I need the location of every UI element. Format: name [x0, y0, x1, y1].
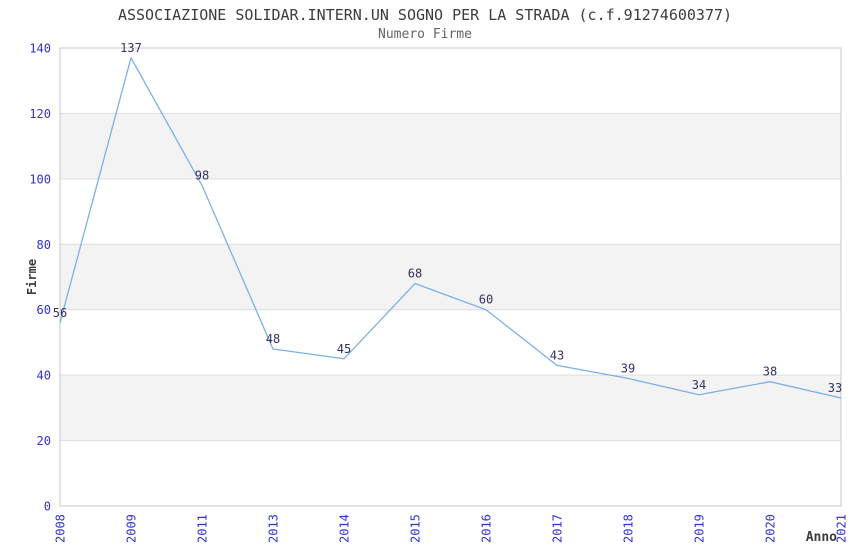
- plot-band: [60, 113, 841, 179]
- y-tick-label: 140: [29, 42, 51, 56]
- y-tick-label: 100: [29, 172, 51, 186]
- point-label: 39: [621, 361, 635, 375]
- x-tick-label: 2017: [551, 514, 565, 543]
- point-label: 68: [408, 267, 422, 281]
- point-label: 38: [763, 365, 777, 379]
- x-tick-label: 2019: [693, 514, 707, 543]
- y-tick-label: 40: [37, 369, 51, 383]
- x-tick-label: 2021: [835, 514, 849, 543]
- x-tick-label: 2020: [764, 514, 778, 543]
- y-tick-label: 120: [29, 107, 51, 121]
- x-axis-title: Anno: [805, 530, 837, 545]
- x-tick-label: 2014: [338, 514, 352, 543]
- y-tick-label: 80: [37, 238, 51, 252]
- chart-line: [59, 57, 842, 399]
- x-tick-label: 2015: [409, 514, 423, 543]
- plot-band: [60, 375, 841, 441]
- y-tick-label: 60: [37, 303, 51, 317]
- x-tick-label: 2008: [54, 514, 68, 543]
- point-label: 48: [266, 332, 280, 346]
- plot-border: [59, 47, 842, 507]
- y-tick-label: 20: [37, 434, 51, 448]
- x-tick-label: 2011: [196, 514, 210, 543]
- point-label: 43: [550, 348, 564, 362]
- x-tick-label: 2013: [267, 514, 281, 543]
- point-label: 56: [53, 306, 67, 320]
- chart-title: ASSOCIAZIONE SOLIDAR.INTERN.UN SOGNO PER…: [117, 6, 733, 24]
- point-label: 34: [692, 378, 706, 392]
- y-tick-label: 0: [44, 500, 51, 514]
- chart-subtitle: Numero Firme: [378, 27, 472, 42]
- plot-band: [60, 244, 841, 310]
- x-tick-label: 2016: [480, 514, 494, 543]
- point-label: 45: [337, 342, 351, 356]
- point-label: 98: [195, 168, 209, 182]
- x-tick-label: 2018: [622, 514, 636, 543]
- point-label: 60: [479, 293, 493, 307]
- x-tick-label: 2009: [125, 514, 139, 543]
- point-label: 137: [120, 41, 142, 55]
- point-label: 33: [828, 381, 842, 395]
